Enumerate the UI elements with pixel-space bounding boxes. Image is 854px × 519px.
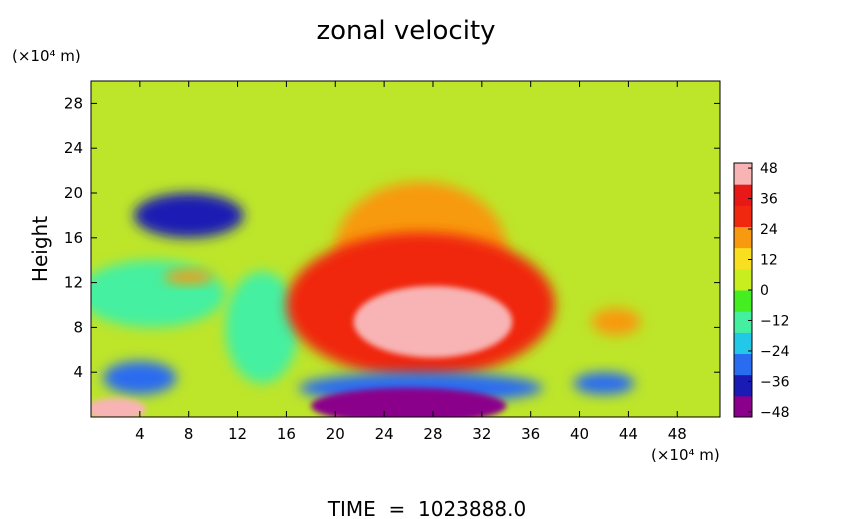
- colorbar-segment: [734, 332, 752, 354]
- y-tick-label: 12: [64, 274, 83, 292]
- colorbar-segment: [734, 311, 752, 333]
- y-tick-label: 8: [73, 318, 83, 336]
- colorbar-segment: [734, 163, 752, 185]
- field-feature: [573, 372, 635, 395]
- field-feature: [353, 285, 513, 358]
- field-feature: [91, 397, 146, 417]
- x-tick-label: 40: [570, 425, 589, 443]
- x-tick-label: 24: [375, 425, 394, 443]
- colorbar-label: −36: [760, 374, 790, 390]
- colorbar-segment: [734, 374, 752, 397]
- x-axis-unit: (×10⁴ m): [651, 446, 720, 464]
- field-feature: [225, 271, 299, 384]
- y-tick-label: 4: [73, 363, 83, 381]
- x-tick-label: 16: [277, 425, 296, 443]
- colorbar-segment: [734, 247, 752, 270]
- colorbar-segment: [734, 290, 752, 312]
- field-feature: [103, 361, 177, 395]
- colorbar-label: −48: [760, 405, 790, 421]
- plot-frame: [90, 80, 721, 418]
- colorbar-label: 48: [760, 161, 778, 177]
- y-axis-unit: (×10⁴ m): [12, 47, 81, 65]
- time-footer: TIME = 1023888.0: [327, 497, 526, 519]
- chart-title: zonal velocity: [316, 16, 495, 46]
- y-axis-label: Height: [28, 216, 52, 282]
- y-tick-label: 28: [64, 94, 83, 112]
- x-tick-label: 44: [619, 425, 638, 443]
- x-tick-label: 28: [423, 425, 442, 443]
- heatmap-field: [91, 181, 641, 417]
- colorbar: 48 36 24 12 0 −12 −24 −36 −48: [733, 161, 790, 421]
- colorbar-label: 24: [760, 222, 778, 238]
- y-tick-label: 20: [64, 184, 83, 202]
- colorbar-label: −24: [760, 344, 790, 360]
- y-tick-label: 24: [64, 139, 83, 157]
- x-tick-label: 48: [668, 425, 687, 443]
- field-feature: [91, 260, 226, 328]
- colorbar-label: −12: [760, 313, 790, 329]
- colorbar-label: 36: [760, 192, 778, 208]
- field-feature: [591, 308, 641, 336]
- x-tick-label: 12: [228, 425, 247, 443]
- heatmap-plot-area: [91, 81, 720, 417]
- colorbar-segment: [734, 184, 752, 206]
- x-tick-label: 8: [184, 425, 194, 443]
- y-axis-ticks: 4 8 12 16 20 24 28: [64, 94, 720, 381]
- x-tick-label: 36: [521, 425, 540, 443]
- colorbar-label: 0: [760, 283, 769, 299]
- field-feature: [310, 387, 507, 417]
- x-tick-label: 20: [326, 425, 345, 443]
- colorbar-label: 12: [760, 253, 778, 269]
- field-feature: [133, 193, 244, 238]
- colorbar-segment: [734, 226, 752, 249]
- field-feature: [164, 270, 214, 284]
- colorbar-segment: [734, 353, 752, 376]
- colorbar-segment: [734, 395, 752, 418]
- x-tick-label: 32: [472, 425, 491, 443]
- colorbar-segment: [734, 268, 752, 291]
- colorbar-segment: [734, 205, 752, 227]
- x-axis-ticks: 4 8 12 16 20 24 28 32 36 40 44 48: [135, 81, 687, 443]
- y-tick-label: 16: [64, 229, 83, 247]
- x-tick-label: 4: [135, 425, 145, 443]
